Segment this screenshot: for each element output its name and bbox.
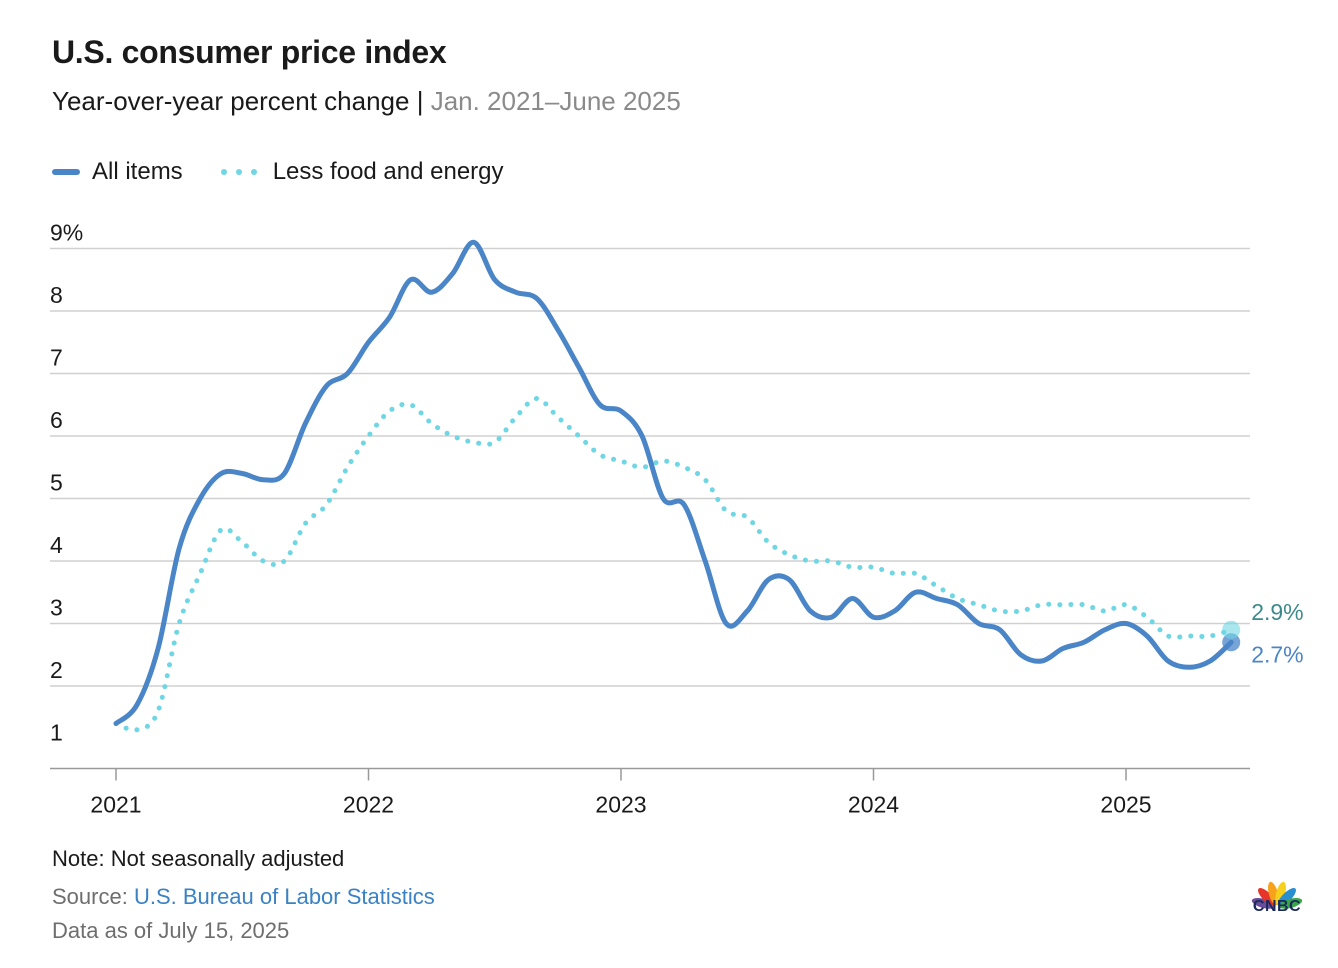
y-tick-label: 9% [50, 220, 83, 246]
y-tick-label: 4 [50, 532, 63, 558]
x-tick-label: 2023 [595, 792, 646, 818]
end-label-core: 2.9% [1251, 599, 1303, 625]
data-as-of: Data as of July 15, 2025 [52, 918, 290, 943]
end-marker-all-items [1222, 633, 1241, 652]
peacock-icon [1251, 881, 1303, 909]
source-label: Source: [52, 884, 134, 909]
y-tick-label: 7 [50, 345, 63, 371]
x-tick-label: 2021 [90, 792, 141, 818]
x-tick-label: 2022 [343, 792, 394, 818]
source-line: Source: U.S. Bureau of Labor Statistics [52, 884, 435, 910]
cpi-line-chart: 1 2 3 4 5 6 7 8 9% 2021 2022 2023 2024 2025 2.7% 2.9% [50, 220, 1304, 818]
subtitle-range: Jan. 2021–June 2025 [430, 86, 681, 116]
subtitle-main: Year-over-year percent change [52, 86, 410, 116]
series-line-core [113, 396, 1234, 733]
y-tick-label: 5 [50, 470, 63, 496]
y-tick-label: 8 [50, 282, 63, 308]
legend-item-core: Less food and energy [220, 158, 504, 186]
chart-legend: All items Less food and energy [52, 158, 542, 186]
end-marker-core [1222, 620, 1241, 639]
x-tick-label: 2025 [1100, 792, 1151, 818]
source-link[interactable]: U.S. Bureau of Labor Statistics [133, 884, 435, 909]
subtitle-separator: | [409, 86, 431, 116]
legend-label-all-items: All items [92, 158, 183, 185]
footnote: Note: Not seasonally adjusted [52, 846, 345, 871]
y-tick-label: 6 [50, 407, 63, 433]
end-label-all-items: 2.7% [1251, 641, 1303, 667]
y-tick-label: 1 [50, 720, 63, 746]
chart-title: U.S. consumer price index [52, 34, 447, 70]
legend-item-all-items: All items [52, 158, 183, 186]
legend-swatch-dotted [220, 169, 257, 175]
y-tick-label: 2 [50, 657, 63, 683]
y-tick-label: 3 [50, 595, 63, 621]
cnbc-logo-text: CNBC [1252, 898, 1302, 915]
x-tick-label: 2024 [848, 792, 899, 818]
chart-subtitle: Year-over-year percent change | Jan. 202… [52, 86, 681, 117]
legend-label-core: Less food and energy [272, 158, 504, 185]
legend-swatch-solid [52, 169, 80, 175]
series-line-all-items [113, 239, 1234, 726]
